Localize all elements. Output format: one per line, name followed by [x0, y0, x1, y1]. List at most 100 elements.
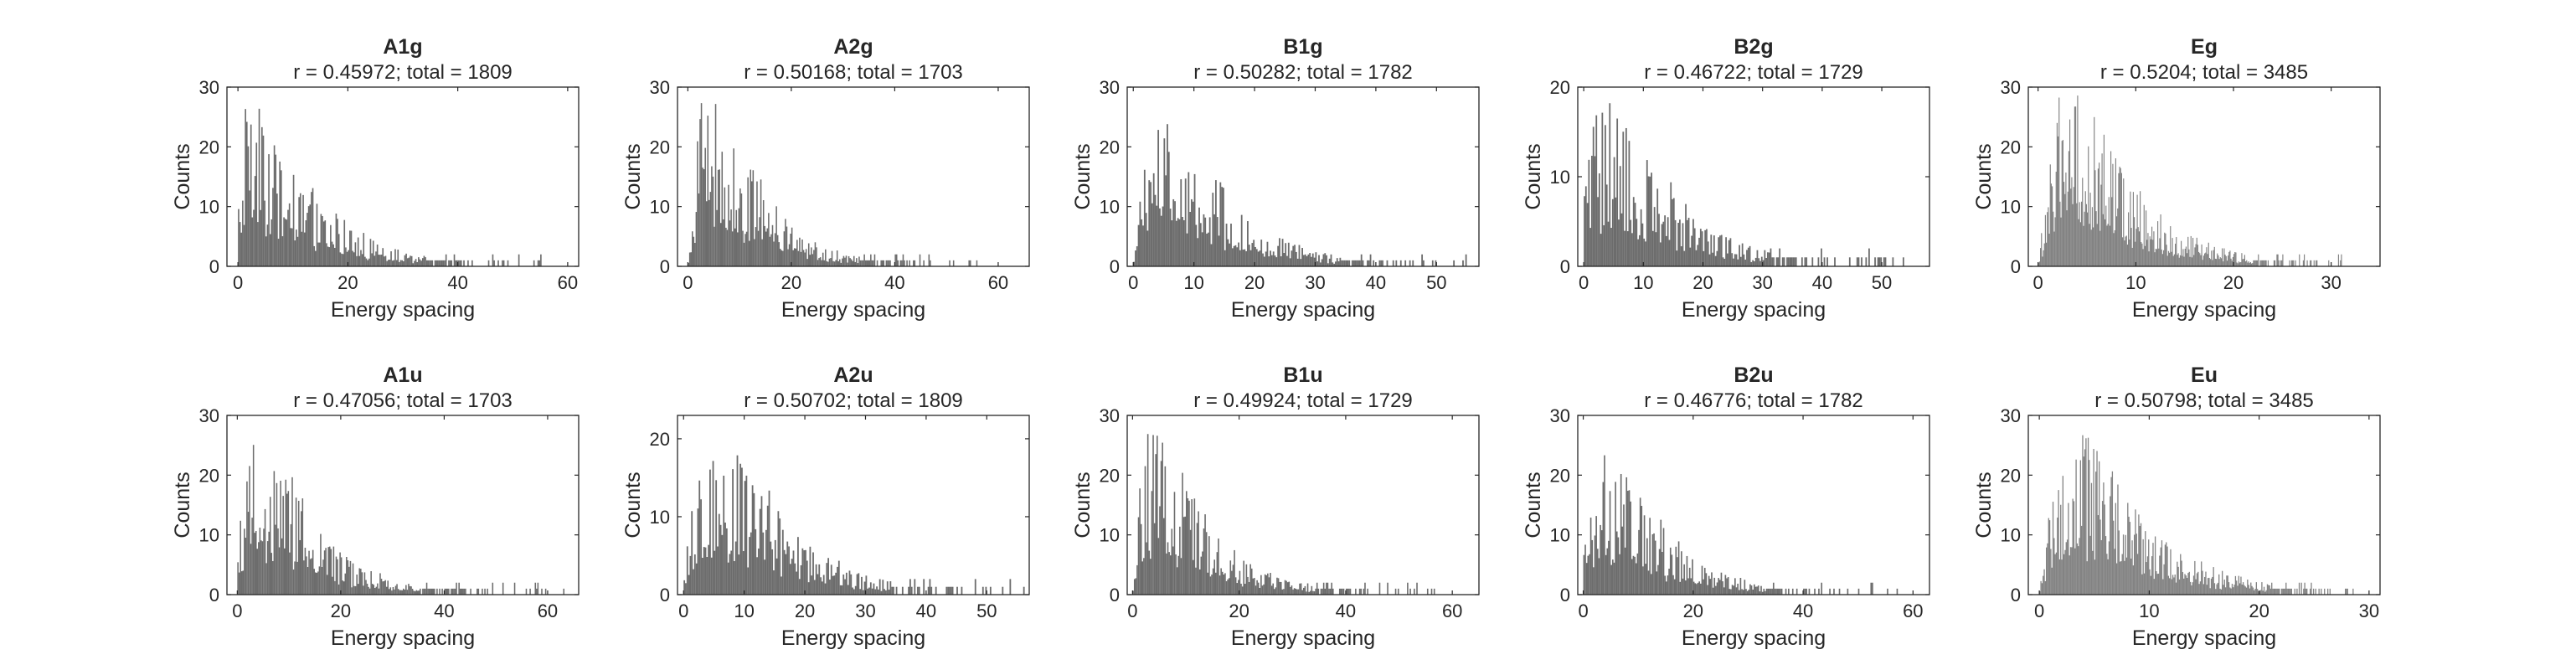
- histogram-bar: [1605, 554, 1607, 595]
- histogram-bar: [2164, 232, 2166, 266]
- histogram-bar: [2118, 173, 2120, 266]
- histogram-bar: [710, 557, 713, 595]
- histogram-bar: [766, 228, 769, 266]
- histogram-bar: [2280, 588, 2283, 595]
- histogram-bar: [1299, 583, 1301, 595]
- histogram-bar: [730, 209, 732, 266]
- histogram-bar: [2103, 482, 2105, 595]
- histogram-bar: [2244, 586, 2246, 595]
- x-tick-label: 50: [1872, 272, 1892, 293]
- histogram-bar: [430, 260, 432, 266]
- histogram-bar: [1605, 184, 1608, 266]
- histogram-bar: [1279, 581, 1280, 595]
- histogram-bar: [2206, 585, 2208, 595]
- histogram-bar: [292, 570, 295, 595]
- histogram-bar: [1360, 588, 1362, 595]
- histogram-bar: [240, 520, 241, 595]
- histogram-bar: [1270, 585, 1273, 595]
- histogram-bar: [918, 586, 920, 595]
- histogram-bar: [408, 257, 410, 266]
- histogram-bar: [2290, 260, 2292, 266]
- x-tick-label: 40: [447, 272, 467, 293]
- histogram-bar: [2185, 246, 2187, 266]
- histogram-bar: [1215, 572, 1217, 595]
- histogram-bar: [748, 240, 750, 266]
- histogram-bar: [396, 584, 398, 595]
- histogram-bar: [1804, 257, 1806, 266]
- histogram-bar: [2166, 255, 2168, 266]
- histogram-bar: [401, 260, 403, 266]
- histogram-bar: [1338, 588, 1341, 595]
- histogram-bar: [914, 579, 916, 595]
- histogram-bar: [863, 254, 865, 266]
- histogram-bar: [1593, 567, 1595, 595]
- histogram-bar: [1218, 575, 1221, 595]
- histogram-bar: [311, 558, 312, 595]
- histogram-bar: [1583, 554, 1585, 595]
- histogram-bar: [2251, 585, 2253, 595]
- histogram-bar: [1186, 491, 1188, 595]
- histogram-bar: [334, 580, 336, 595]
- histogram-bar: [825, 249, 827, 266]
- histogram-bar: [2051, 567, 2053, 595]
- histogram-bar: [1761, 591, 1764, 595]
- histogram-bar: [1234, 245, 1237, 266]
- axes-box: [2027, 415, 2381, 595]
- subplot-subtitle: r = 0.47056; total = 1703: [293, 389, 513, 412]
- histogram-bar: [1139, 201, 1141, 266]
- histogram-bar: [1281, 589, 1284, 595]
- histogram-bar: [264, 200, 265, 266]
- histogram-bar: [1204, 217, 1207, 266]
- histogram-bar: [299, 193, 301, 266]
- histogram-bar: [848, 255, 850, 266]
- histogram-bar: [1672, 198, 1673, 266]
- histogram-bar: [2097, 515, 2099, 595]
- histogram-bar: [246, 481, 248, 595]
- histogram-bar: [1340, 588, 1342, 595]
- axes-box: [1126, 415, 1480, 595]
- histogram-bar: [850, 574, 853, 595]
- histogram-bar: [688, 262, 689, 266]
- y-tick-label: 10: [199, 197, 219, 218]
- histogram-bar: [1144, 466, 1146, 595]
- histogram-bar: [1148, 180, 1151, 266]
- histogram-bar: [332, 546, 335, 595]
- histogram-bar: [2113, 520, 2115, 595]
- histogram-bar: [1277, 578, 1280, 595]
- histogram-bar: [2177, 566, 2179, 595]
- histogram-bar: [337, 234, 340, 266]
- histogram-bar: [2205, 252, 2207, 266]
- histogram-bar: [1322, 582, 1325, 595]
- histogram-bar: [2194, 247, 2196, 266]
- histogram-bar: [1598, 558, 1600, 595]
- histogram-bar: [2142, 539, 2144, 595]
- histogram-bar: [1326, 582, 1327, 595]
- histogram-bar: [1677, 223, 1680, 266]
- histogram-bar: [379, 255, 381, 266]
- histogram-bar: [1285, 580, 1287, 595]
- histogram-bar: [1343, 260, 1346, 266]
- histogram-bar: [416, 590, 419, 595]
- histogram-bar: [1212, 193, 1214, 266]
- histogram-bar: [1692, 219, 1694, 266]
- histogram-bar: [1737, 583, 1739, 595]
- histogram-bar: [1709, 579, 1712, 595]
- histogram-bar: [847, 585, 849, 595]
- histogram-bar: [2226, 260, 2228, 266]
- histogram-bar: [1870, 582, 1873, 595]
- histogram-bar: [725, 528, 728, 595]
- histogram-bar: [874, 589, 877, 595]
- histogram-bar: [861, 260, 863, 266]
- histogram-bar: [1364, 582, 1366, 595]
- y-tick-label: 30: [199, 77, 219, 98]
- histogram-bar: [1213, 214, 1215, 266]
- histogram-bar: [1792, 257, 1795, 266]
- histogram-bar: [2063, 182, 2065, 266]
- histogram-bar: [1404, 260, 1407, 266]
- histogram-bar: [391, 590, 393, 595]
- histogram-bar: [1196, 523, 1198, 595]
- histogram-bar: [277, 239, 280, 266]
- histogram-bar: [1225, 580, 1228, 595]
- histogram-bar: [2090, 229, 2092, 266]
- histogram-bar: [1225, 224, 1228, 266]
